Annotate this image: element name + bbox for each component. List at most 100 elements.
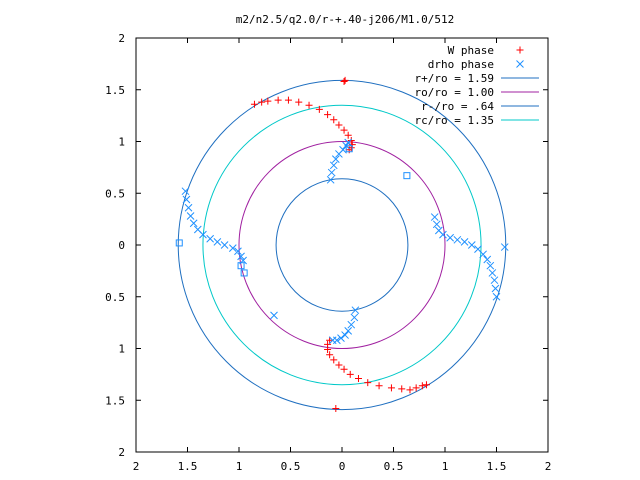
legend-label: drho phase <box>428 58 494 71</box>
legend-label: rc/ro = 1.35 <box>415 114 494 127</box>
drho-phase-point <box>490 276 499 285</box>
x-tick-label: 1 <box>236 460 243 473</box>
legend-marker-plus <box>516 46 524 54</box>
x-tick-label: 1.5 <box>178 460 198 473</box>
drho-phase-point <box>328 336 337 345</box>
w-phase-point <box>315 105 323 113</box>
drho-phase-point <box>488 269 497 277</box>
x-tick-label: 1.5 <box>487 460 507 473</box>
w-phase-point <box>387 384 395 392</box>
drho-phase-point <box>234 247 242 256</box>
drho-phase-point <box>347 320 356 329</box>
y-tick-label: 0.5 <box>105 291 125 304</box>
w-phase-point <box>412 384 420 392</box>
y-tick-label: 0.5 <box>105 187 125 200</box>
drho-phase-point <box>467 241 476 249</box>
drho-phase-point <box>329 161 338 170</box>
w-phase-point <box>375 382 383 390</box>
w-phase-point <box>324 111 332 119</box>
w-phase-point <box>305 101 313 109</box>
drho-phase-point <box>206 234 215 243</box>
drho-phase-point <box>186 212 195 220</box>
w-phase-point <box>335 361 343 369</box>
drho-phase-point <box>479 250 487 259</box>
legend-label: r+/ro = 1.59 <box>415 72 494 85</box>
x-tick-label: 0.5 <box>281 460 301 473</box>
w-phase-point <box>346 370 354 378</box>
drho-phase-point <box>220 241 229 249</box>
drho-phase-point <box>213 238 222 246</box>
drho-phase-point <box>189 219 198 228</box>
drho-phase-point <box>181 187 190 196</box>
w-phase-point <box>347 136 355 144</box>
w-phase-point <box>324 346 332 354</box>
drho-phase-point <box>228 244 237 252</box>
w-phase-point <box>258 98 266 106</box>
w-phase-point <box>284 96 292 104</box>
x-tick-label: 2 <box>133 460 140 473</box>
square-point <box>403 172 411 180</box>
square-point <box>175 239 183 247</box>
legend-marker-cross <box>516 60 524 68</box>
w-phase-point <box>354 375 362 383</box>
drho-phase-point <box>337 334 345 343</box>
w-phase-point <box>398 385 406 393</box>
x-tick-label: 0 <box>339 460 346 473</box>
drho-phase-point <box>350 313 359 322</box>
x-tick-label: 0.5 <box>384 460 404 473</box>
w-phase-point <box>344 131 352 139</box>
w-phase-point <box>264 97 272 105</box>
drho-phase-point <box>483 255 492 264</box>
w-phase-point <box>332 405 340 413</box>
drho-phase-point <box>439 230 447 239</box>
x-tick-label: 1 <box>442 460 449 473</box>
ticks-layer: 2 1.5 1 0.5 0 0.5 1 1.5 221.510.500.511.52 <box>105 32 551 473</box>
y-tick-label: 1 <box>118 343 125 356</box>
drho-phase-point <box>182 195 191 204</box>
legend-label: r-/ro = .64 <box>421 100 494 113</box>
y-tick-label: 0 <box>118 239 125 252</box>
drho-phase-point <box>432 220 441 229</box>
w-phase-point <box>340 126 348 134</box>
drho-phase-point <box>344 138 353 147</box>
w-phase-point <box>250 100 258 108</box>
drho-phase-point <box>344 327 353 335</box>
y-tick-label: 1.5 <box>105 84 125 97</box>
drho-phase-point <box>184 203 193 212</box>
y-tick-label: 1 <box>118 136 125 149</box>
w-phase-point <box>340 365 348 373</box>
drho-phase-point <box>237 252 245 261</box>
drho-phase-point <box>460 238 469 246</box>
circle-2 <box>275 178 409 312</box>
legend-label: ro/ro = 1.00 <box>415 86 494 99</box>
square-point <box>240 269 248 277</box>
w-phase-point <box>422 381 430 389</box>
square-point <box>345 145 353 153</box>
drho-phase-point <box>446 233 455 242</box>
w-phase-point <box>340 77 348 85</box>
circle-3 <box>202 104 482 386</box>
w-phase-point <box>326 351 334 359</box>
circle-1 <box>238 141 446 349</box>
w-phase-point <box>330 356 338 364</box>
drho-phase-point <box>351 306 360 315</box>
points-layer <box>175 76 509 413</box>
drho-phase-point <box>453 235 462 244</box>
y-tick-label: 2 <box>118 32 125 45</box>
w-phase-point <box>330 116 338 124</box>
w-phase-point <box>274 96 282 104</box>
w-phase-point <box>341 76 349 84</box>
drho-phase-point <box>486 261 495 270</box>
drho-phase-point <box>327 168 336 177</box>
w-phase-point <box>364 379 372 387</box>
w-phase-point <box>335 121 343 129</box>
drho-phase-point <box>199 230 207 239</box>
w-phase-point <box>418 382 426 390</box>
drho-phase-point <box>331 155 340 163</box>
drho-phase-point <box>492 292 501 301</box>
w-phase-point <box>295 98 303 106</box>
drho-phase-point <box>270 311 278 320</box>
drho-phase-point <box>339 145 347 154</box>
